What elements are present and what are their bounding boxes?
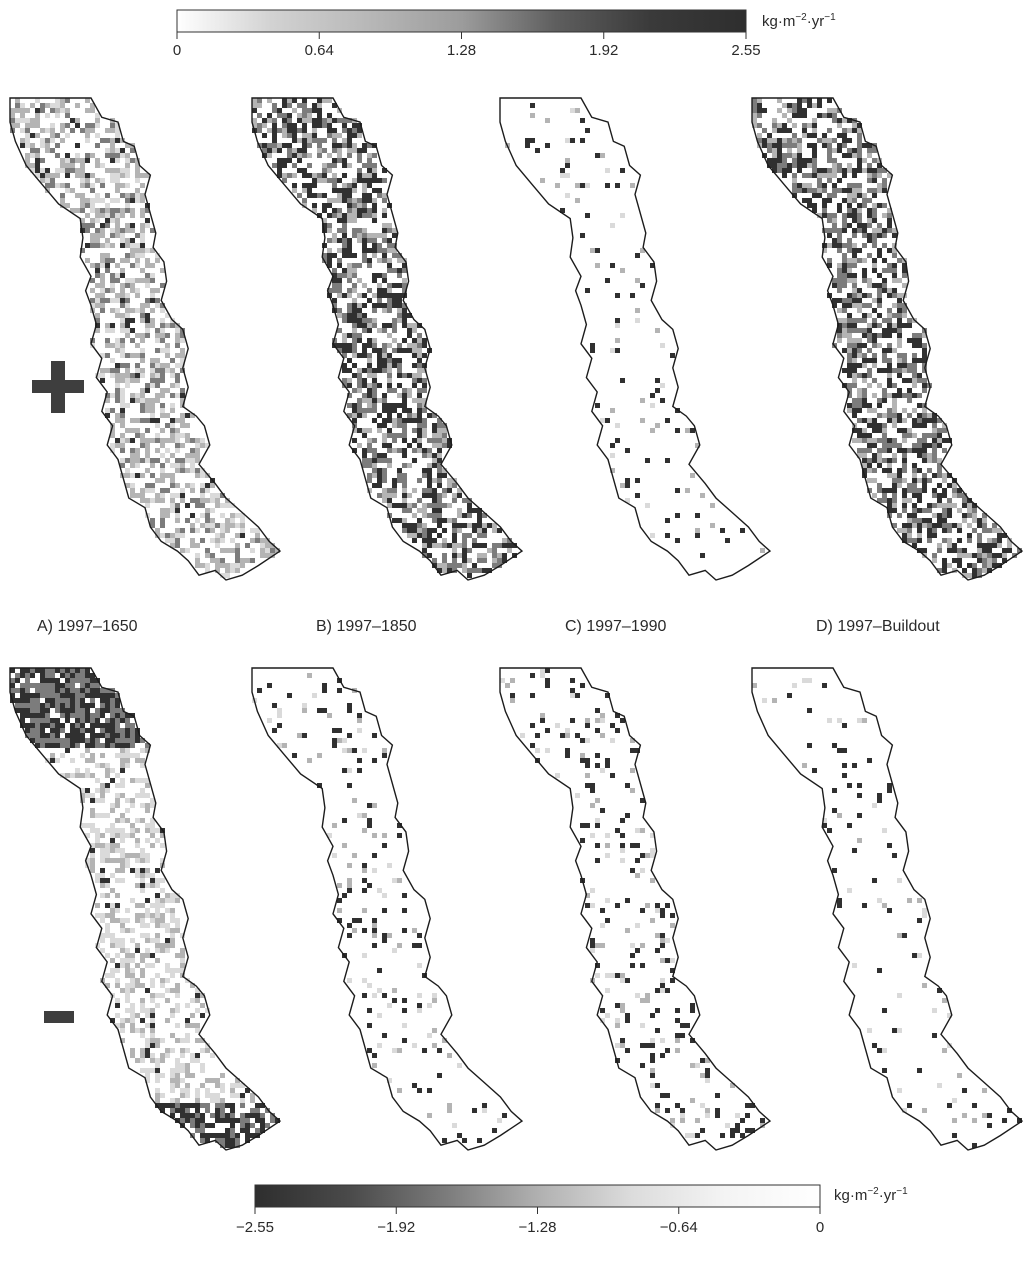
watershed-outline (9, 667, 282, 1151)
bottom-legend-tick-label: −1.28 (519, 1219, 557, 1236)
top-legend-tick-label: 1.28 (447, 42, 476, 59)
raster-cells (252, 673, 507, 1143)
top-legend-tick-label: 2.55 (731, 42, 760, 59)
map-panel-b-negative (251, 667, 524, 1151)
panel-d-caption: D) 1997–Buildout (816, 618, 940, 635)
watershed-outline (751, 97, 1024, 581)
watershed-outline (499, 667, 772, 1151)
panel-b-caption: B) 1997–1850 (316, 618, 417, 635)
top-color-legend: 0 0.64 1.28 1.92 2.55 kg·m−2·yr−1 (173, 9, 836, 59)
raster-cells (10, 98, 280, 578)
bottom-legend-tick-label: 0 (816, 1219, 824, 1236)
watershed-outline (251, 97, 524, 581)
raster-cells (500, 668, 765, 1138)
watershed-outline (751, 667, 1024, 1151)
plus-sign-bar-vertical (51, 361, 65, 413)
watershed-outline (499, 97, 772, 581)
bottom-legend-tick-label: −1.92 (377, 1219, 415, 1236)
bottom-legend-tick-label: −2.55 (236, 1219, 274, 1236)
map-panel-a-negative (9, 667, 282, 1151)
map-panel-c-positive (499, 97, 772, 581)
map-panel-a-positive (9, 97, 282, 581)
top-legend-unit: kg·m−2·yr−1 (762, 12, 836, 30)
top-legend-ramp (176, 9, 747, 33)
bottom-legend-tick-label: −0.64 (660, 1219, 698, 1236)
bottom-color-legend: −2.55 −1.92 −1.28 −0.64 0 kg·m−2·yr−1 (236, 1184, 908, 1236)
panel-c-caption: C) 1997–1990 (565, 618, 667, 635)
map-panel-d-negative (751, 667, 1024, 1151)
top-legend-tick-label: 0.64 (305, 42, 334, 59)
bottom-legend-ramp (254, 1184, 821, 1208)
map-panel-c-negative (499, 667, 772, 1151)
watershed-outline (9, 97, 282, 581)
top-legend-tick-label: 1.92 (589, 42, 618, 59)
panel-a-caption: A) 1997–1650 (37, 618, 138, 635)
raster-cells (505, 103, 765, 558)
raster-cells (252, 98, 517, 578)
map-panel-d-positive (751, 97, 1024, 581)
minus-sign (44, 1011, 74, 1023)
map-panel-b-positive (251, 97, 524, 581)
watershed-outline (251, 667, 524, 1151)
bottom-legend-unit: kg·m−2·yr−1 (834, 1186, 908, 1204)
top-legend-tick-label: 0 (173, 42, 181, 59)
raster-cells (752, 678, 1022, 1148)
